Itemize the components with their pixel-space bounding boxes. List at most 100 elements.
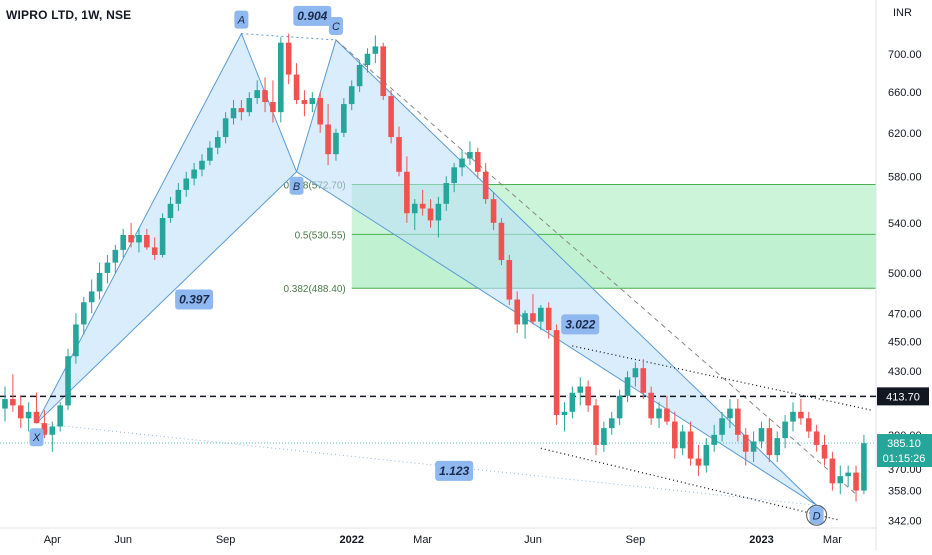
- candle-body: [41, 423, 48, 435]
- ratio-label: 0.904: [297, 9, 327, 23]
- candle-body: [506, 260, 513, 300]
- candle-body: [278, 42, 284, 113]
- candle-body: [735, 408, 741, 435]
- price-tick-label: 430.00: [888, 366, 922, 378]
- candle-body: [679, 431, 686, 449]
- pattern-point-label: X: [32, 432, 41, 444]
- candle-body: [73, 324, 79, 357]
- candle-body: [419, 203, 426, 209]
- candle-body: [88, 291, 95, 303]
- candle-body: [624, 377, 631, 396]
- candle-body: [151, 247, 158, 255]
- candle-body: [175, 189, 182, 204]
- candle-body: [214, 137, 221, 148]
- candle-body: [703, 444, 710, 466]
- candle-body: [782, 421, 788, 439]
- candle-body: [112, 249, 119, 263]
- candle-body: [333, 132, 339, 155]
- candle-body: [262, 90, 268, 103]
- time-tick-label: Jun: [524, 534, 542, 546]
- candle-body: [301, 100, 308, 105]
- price-tick-label: 358.00: [888, 486, 922, 498]
- candle-body: [404, 171, 410, 214]
- candle-body: [467, 152, 473, 159]
- pattern-line-xd: [36, 422, 817, 506]
- pattern-point-label: B: [293, 181, 300, 193]
- time-tick-label: Jun: [114, 534, 132, 546]
- candle-body: [183, 178, 190, 190]
- price-tick-label: 660.00: [888, 87, 922, 99]
- candle-body: [128, 234, 134, 243]
- projection-line: [335, 39, 857, 495]
- candle-body: [664, 408, 670, 422]
- candle-body: [372, 46, 379, 54]
- candle-body: [435, 203, 442, 221]
- ratio-badge: [561, 314, 600, 335]
- time-tick-label: 2022: [339, 534, 363, 546]
- candle-body: [254, 90, 260, 99]
- candle-body: [325, 124, 331, 155]
- price-tick-label: 450.00: [888, 337, 922, 349]
- candle-body: [672, 421, 678, 449]
- candle-body: [293, 74, 300, 101]
- candle-body: [2, 399, 8, 409]
- candle-body: [285, 42, 292, 75]
- candle-body: [459, 158, 465, 168]
- candle-body: [10, 399, 16, 406]
- candle-body: [81, 302, 87, 325]
- bar-countdown-label: 01:15:26: [883, 453, 926, 465]
- candle-body: [451, 167, 457, 184]
- channel-lower-line: [540, 447, 841, 521]
- candle-body: [711, 434, 717, 445]
- candle-body: [656, 408, 662, 419]
- candle-body: [380, 46, 387, 97]
- candle-body: [742, 434, 749, 452]
- price-tick-label: 620.00: [888, 128, 922, 140]
- candle-body: [727, 408, 733, 419]
- candle-body: [853, 472, 859, 491]
- price-tick-label: 700.00: [888, 49, 922, 61]
- pattern-point-badge: [328, 16, 343, 35]
- time-tick-label: Mar: [823, 534, 842, 546]
- candle-body: [805, 418, 812, 432]
- candle-body: [167, 203, 174, 219]
- pattern-point-badge: [29, 428, 44, 447]
- candle-body: [159, 218, 166, 255]
- candle-body: [766, 428, 773, 456]
- candle-body: [230, 108, 237, 119]
- ratio-badge: [293, 5, 332, 26]
- candle-body: [585, 386, 591, 406]
- pattern-point-label: A: [237, 15, 245, 27]
- fib-level-label: 0.382(488.40): [283, 284, 345, 295]
- candle-body: [364, 53, 371, 66]
- candle-body: [774, 438, 781, 456]
- candle-body: [482, 171, 489, 200]
- candle-body: [427, 208, 434, 221]
- candle-body: [96, 272, 103, 292]
- candle-body: [640, 368, 647, 393]
- point-d-circle: [806, 504, 828, 526]
- candle-body: [222, 118, 229, 138]
- pattern-line-ac: [241, 33, 336, 41]
- candle-body: [530, 313, 536, 322]
- currency-label: INR: [893, 7, 912, 19]
- ratio-label: 1.123: [439, 464, 469, 478]
- level-price-badge: [877, 387, 929, 406]
- pattern-point-label: D: [813, 510, 821, 522]
- candle-body: [104, 262, 111, 273]
- candle-body: [601, 428, 607, 445]
- candle-body: [443, 183, 450, 204]
- fib-level-label: 0.618(572.70): [283, 181, 345, 192]
- candle-body: [538, 307, 544, 322]
- candle-body: [553, 330, 560, 416]
- current-price-label: 385.10: [887, 438, 921, 450]
- ratio-badge: [175, 289, 214, 310]
- pattern-point-badge: [234, 10, 249, 29]
- candle-body: [144, 234, 150, 248]
- candle-body: [719, 418, 725, 435]
- candle-body: [498, 222, 505, 261]
- candle-body: [798, 411, 804, 419]
- price-tick-label: 470.00: [888, 308, 922, 320]
